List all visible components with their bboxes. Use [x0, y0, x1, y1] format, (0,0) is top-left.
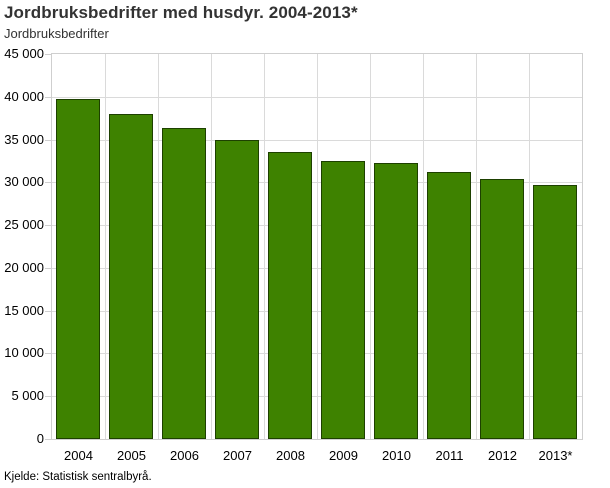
- y-axis-tick-label: 35 000: [4, 132, 44, 147]
- y-axis-tick-mark: [45, 182, 51, 183]
- x-axis-tick-label: 2005: [117, 448, 146, 463]
- gridline-vertical: [105, 54, 106, 439]
- y-axis-tick-label: 20 000: [4, 260, 44, 275]
- source-note: Kjelde: Statistisk sentralbyrå.: [4, 471, 152, 483]
- gridline-vertical: [211, 54, 212, 439]
- gridline-vertical: [423, 54, 424, 439]
- y-axis-tick-mark: [45, 311, 51, 312]
- gridline-vertical: [317, 54, 318, 439]
- y-axis-tick-mark: [45, 225, 51, 226]
- bar-2008: [268, 152, 312, 439]
- plot-area: [51, 53, 583, 440]
- bar-2005: [109, 114, 153, 439]
- bar-2007: [215, 140, 259, 439]
- y-axis-tick-mark: [45, 396, 51, 397]
- x-axis-tick-label: 2007: [223, 448, 252, 463]
- gridline-vertical: [476, 54, 477, 439]
- y-axis-tick-mark: [45, 54, 51, 55]
- y-axis-tick-label: 30 000: [4, 174, 44, 189]
- y-axis-tick-label: 0: [36, 431, 44, 446]
- y-axis-tick-label: 15 000: [4, 303, 44, 318]
- y-axis-tick-label: 5 000: [11, 388, 44, 403]
- x-axis-tick-label: 2006: [170, 448, 199, 463]
- y-axis-tick-mark: [45, 353, 51, 354]
- y-axis-tick-label: 40 000: [4, 89, 44, 104]
- gridline-vertical: [264, 54, 265, 439]
- y-axis-tick-mark: [45, 140, 51, 141]
- y-axis-tick-label: 45 000: [4, 46, 44, 61]
- gridline-vertical: [158, 54, 159, 439]
- x-axis-tick-label: 2012: [488, 448, 517, 463]
- bar-2013: [533, 185, 577, 439]
- x-axis-tick-label: 2008: [276, 448, 305, 463]
- y-axis-tick-label: 10 000: [4, 345, 44, 360]
- bar-2009: [321, 161, 365, 439]
- y-axis-tick-label: 25 000: [4, 217, 44, 232]
- bar-2004: [56, 99, 100, 439]
- y-axis-unit-label: Jordbruksbedrifter: [4, 26, 109, 41]
- x-axis-tick-label: 2010: [382, 448, 411, 463]
- bar-2011: [427, 172, 471, 439]
- x-axis-tick-label: 2011: [435, 448, 464, 463]
- x-axis-tick-label: 2004: [64, 448, 93, 463]
- bar-2010: [374, 163, 418, 439]
- bar-2006: [162, 128, 206, 439]
- gridline-vertical: [370, 54, 371, 439]
- chart-title: Jordbruksbedrifter med husdyr. 2004-2013…: [4, 3, 358, 22]
- y-axis-tick-mark: [45, 97, 51, 98]
- y-axis-tick-mark: [45, 439, 51, 440]
- x-axis-tick-label: 2013*: [538, 448, 573, 463]
- y-axis-tick-mark: [45, 268, 51, 269]
- x-axis-tick-label: 2009: [329, 448, 358, 463]
- bar-2012: [480, 179, 524, 439]
- gridline-vertical: [529, 54, 530, 439]
